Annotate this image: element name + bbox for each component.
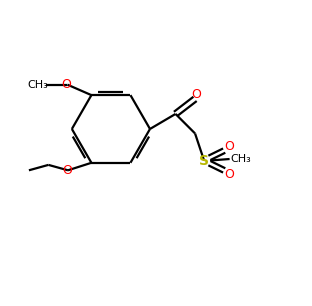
- Text: CH₃: CH₃: [27, 80, 48, 90]
- Text: O: O: [192, 88, 202, 101]
- Text: O: O: [224, 140, 234, 153]
- Text: CH₃: CH₃: [231, 154, 251, 164]
- Text: O: O: [224, 168, 234, 181]
- Text: S: S: [199, 154, 209, 167]
- Text: O: O: [61, 77, 71, 91]
- Text: O: O: [62, 164, 72, 177]
